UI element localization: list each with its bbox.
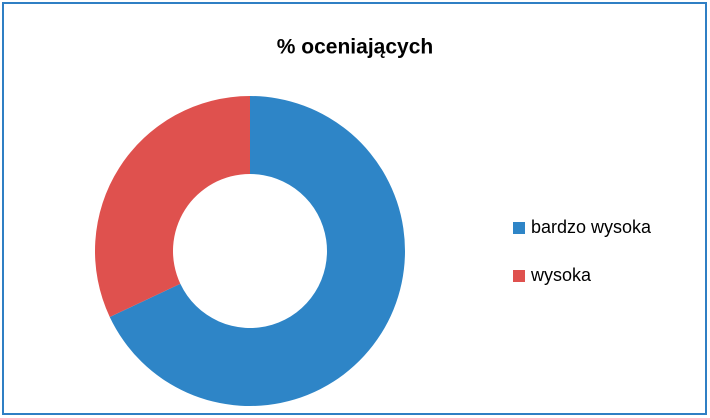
legend-swatch — [513, 222, 525, 234]
chart-title: % oceniających — [277, 36, 433, 59]
donut-slice — [94, 95, 250, 317]
legend-label: bardzo wysoka — [531, 217, 652, 237]
legend-label: wysoka — [530, 265, 592, 285]
donut-slice — [109, 96, 406, 406]
legend-swatch — [513, 270, 525, 282]
